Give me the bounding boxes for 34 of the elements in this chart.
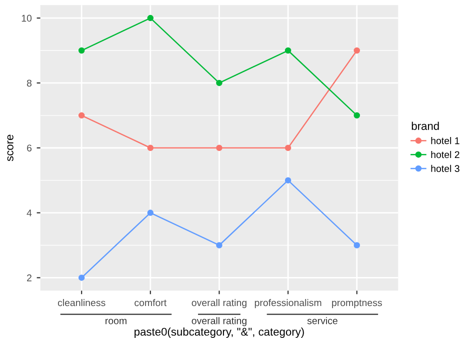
point xyxy=(147,14,154,22)
y-tick-label: 10 xyxy=(22,14,32,22)
point xyxy=(78,112,85,119)
legend-label: hotel 1 xyxy=(431,137,460,144)
point xyxy=(147,210,154,216)
legend-title: brand xyxy=(412,122,439,130)
point xyxy=(147,144,154,151)
point xyxy=(354,242,360,248)
text: overall rating xyxy=(192,317,246,326)
x-tick-label: promptness xyxy=(332,300,382,308)
y-tick-label: 2 xyxy=(27,274,32,282)
legend-label: hotel 3 xyxy=(431,164,460,172)
point xyxy=(284,47,292,54)
text: room xyxy=(106,318,126,324)
x-tick-label: professionalism xyxy=(254,299,322,308)
point xyxy=(216,242,222,248)
y-tick-label: 8 xyxy=(26,80,32,87)
y-tick-label: 4 xyxy=(26,210,32,216)
text: service xyxy=(307,317,338,324)
x-tick-label: cleanliness xyxy=(58,299,106,306)
y-axis-title: score xyxy=(7,134,14,162)
point xyxy=(354,47,360,54)
legend-label: hotel 2 xyxy=(431,150,460,158)
x-tick-label: comfort xyxy=(134,299,167,306)
point xyxy=(78,274,85,281)
point xyxy=(284,144,292,151)
x-axis-title: paste0(subcategory, "&", category) xyxy=(134,328,304,338)
point xyxy=(354,112,360,119)
point xyxy=(284,177,292,184)
point xyxy=(216,144,222,151)
point xyxy=(216,80,222,86)
x-tick-label: overall rating xyxy=(192,299,246,308)
y-tick-label: 6 xyxy=(27,144,32,152)
point xyxy=(78,47,85,54)
